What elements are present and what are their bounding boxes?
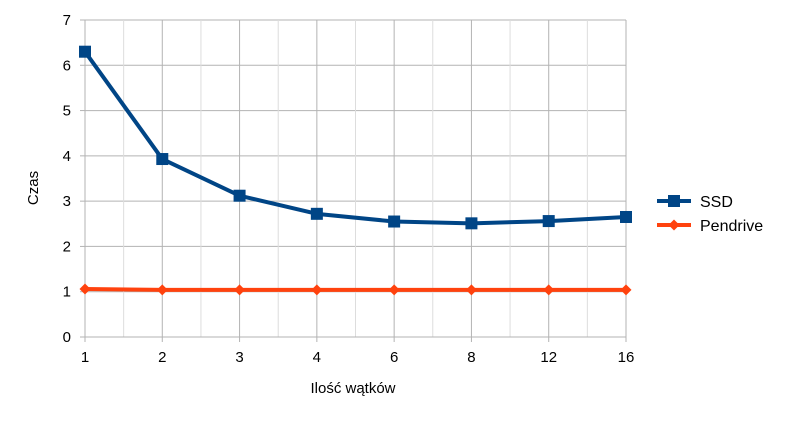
data-point-pendrive [311,284,323,296]
data-point-pendrive [620,284,632,296]
x-tick-label: 3 [235,349,243,366]
data-point-pendrive [388,284,400,296]
y-tick-labels: 0 1 2 3 4 5 6 7 [63,12,71,346]
x-tick-labels: 1 2 3 4 6 8 12 16 [81,349,635,366]
y-tick-label: 5 [63,103,71,120]
series-ssd [79,45,632,230]
x-tick-label: 2 [158,349,166,366]
data-point-ssd [465,217,478,230]
legend-marker-ssd [668,195,680,207]
data-point-ssd [79,45,91,58]
data-point-ssd [310,207,323,220]
y-axis-title: Czas [25,171,42,205]
y-tick-label: 4 [63,148,71,165]
data-point-pendrive [465,284,477,296]
data-point-pendrive [234,284,246,296]
x-tick-label: 8 [467,349,475,366]
series-line-pendrive [84,286,626,292]
data-point-ssd [620,210,632,223]
data-point-ssd [388,215,401,228]
chart-grid [84,19,627,338]
y-tick-label: 2 [63,238,71,255]
legend-item-pendrive: Pendrive [657,218,763,235]
y-tick-label: 0 [63,329,71,346]
y-tick-label: 7 [63,12,71,29]
y-tick-label: 3 [63,193,71,210]
legend-label-pendrive: Pendrive [700,218,763,235]
chart-legend: SSD Pendrive [657,194,763,235]
x-tick-label: 4 [313,349,321,366]
x-tick-label: 16 [618,349,635,366]
x-tick-label: 6 [390,349,398,366]
y-tick-label: 1 [63,284,71,301]
data-point-ssd [233,189,246,202]
legend-item-ssd: SSD [657,194,733,211]
data-point-pendrive [79,283,91,295]
legend-label-ssd: SSD [700,194,733,211]
data-point-pendrive [156,284,168,296]
x-tick-label: 12 [540,349,557,366]
series-line-ssd [83,50,627,226]
data-point-ssd [542,215,555,228]
data-point-ssd [156,153,169,166]
x-axis-title: Ilość wątków [310,380,395,397]
x-tick-label: 1 [81,349,89,366]
series-pendrive [79,283,632,296]
legend-marker-pendrive [668,219,680,231]
chart-series [79,45,632,296]
data-point-pendrive [543,284,555,296]
y-tick-label: 6 [63,57,71,74]
